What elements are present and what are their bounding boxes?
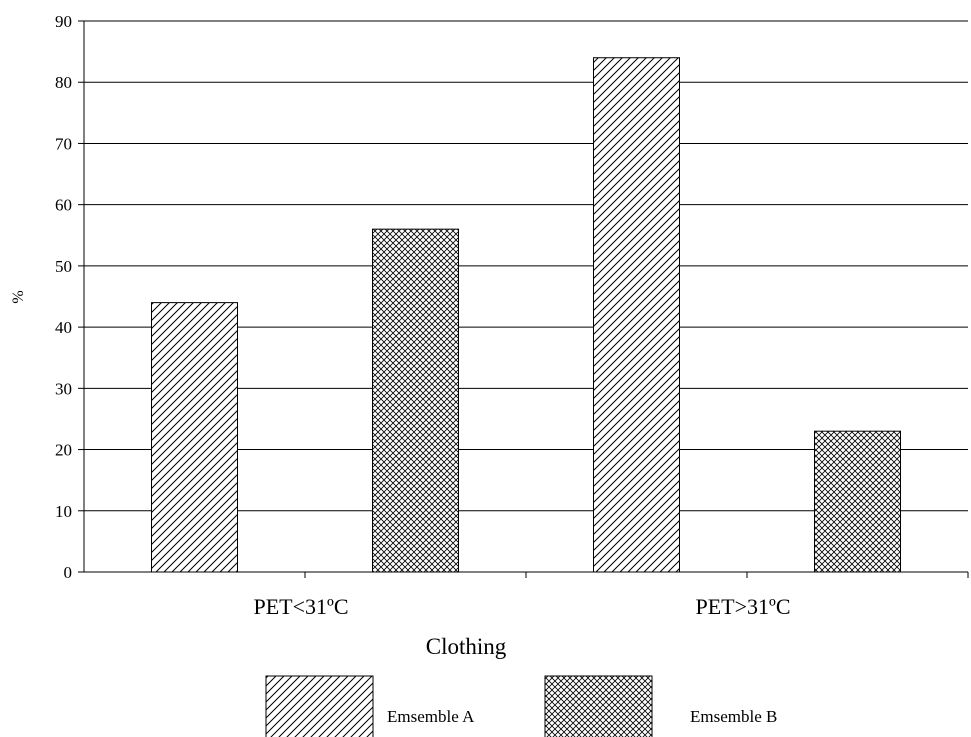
x-category-label: PET>31ºC bbox=[695, 594, 790, 619]
x-category-labels: PET<31ºC PET>31ºC bbox=[253, 594, 790, 619]
y-tick-label: 50 bbox=[55, 257, 72, 276]
y-tick-label: 70 bbox=[55, 134, 72, 153]
bars bbox=[151, 57, 901, 573]
y-tick-label: 10 bbox=[55, 502, 72, 521]
y-tick-label: 80 bbox=[55, 73, 72, 92]
legend-label: Emsemble B bbox=[690, 707, 777, 726]
bar-ensemble-a bbox=[151, 302, 238, 573]
legend: Emsemble A Emsemble B bbox=[265, 675, 777, 737]
bar-ensemble-b bbox=[372, 228, 459, 573]
legend-swatch bbox=[544, 675, 653, 737]
legend-label: Emsemble A bbox=[387, 707, 475, 726]
legend-swatch bbox=[265, 675, 374, 737]
y-tick-label: 40 bbox=[55, 318, 72, 337]
y-tick-label: 20 bbox=[55, 441, 72, 460]
bar-ensemble-b bbox=[814, 430, 901, 573]
y-tick-labels: 0 10 20 30 40 50 60 70 80 90 bbox=[55, 12, 72, 582]
x-category-label: PET<31ºC bbox=[253, 594, 348, 619]
y-tick-label: 90 bbox=[55, 12, 72, 31]
y-tick-label: 60 bbox=[55, 196, 72, 215]
y-tick-label: 30 bbox=[55, 379, 72, 398]
y-axis-title: % bbox=[10, 290, 27, 303]
axes bbox=[78, 20, 969, 578]
y-tick-label: 0 bbox=[64, 563, 73, 582]
x-axis-title: Clothing bbox=[426, 634, 507, 659]
bar-ensemble-a bbox=[593, 57, 680, 573]
